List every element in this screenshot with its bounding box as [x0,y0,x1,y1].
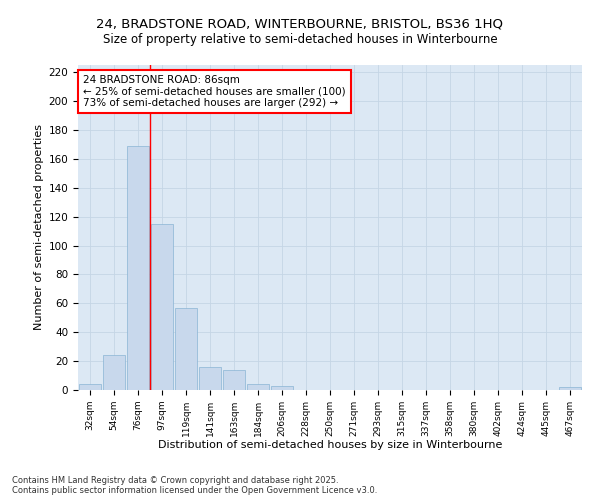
Bar [127,146,149,390]
Text: 24, BRADSTONE ROAD, WINTERBOURNE, BRISTOL, BS36 1HQ: 24, BRADSTONE ROAD, WINTERBOURNE, BRISTO… [97,18,503,30]
Bar [559,387,581,390]
Y-axis label: Number of semi-detached properties: Number of semi-detached properties [34,124,44,330]
Text: 24 BRADSTONE ROAD: 86sqm
← 25% of semi-detached houses are smaller (100)
73% of : 24 BRADSTONE ROAD: 86sqm ← 25% of semi-d… [83,74,346,108]
Bar [199,367,221,390]
Bar [175,308,197,390]
Bar [247,384,269,390]
Bar [79,384,101,390]
Text: Size of property relative to semi-detached houses in Winterbourne: Size of property relative to semi-detach… [103,32,497,46]
Bar [271,386,293,390]
Text: Contains HM Land Registry data © Crown copyright and database right 2025.
Contai: Contains HM Land Registry data © Crown c… [12,476,377,495]
Bar [103,356,125,390]
Bar [151,224,173,390]
Bar [223,370,245,390]
X-axis label: Distribution of semi-detached houses by size in Winterbourne: Distribution of semi-detached houses by … [158,440,502,450]
